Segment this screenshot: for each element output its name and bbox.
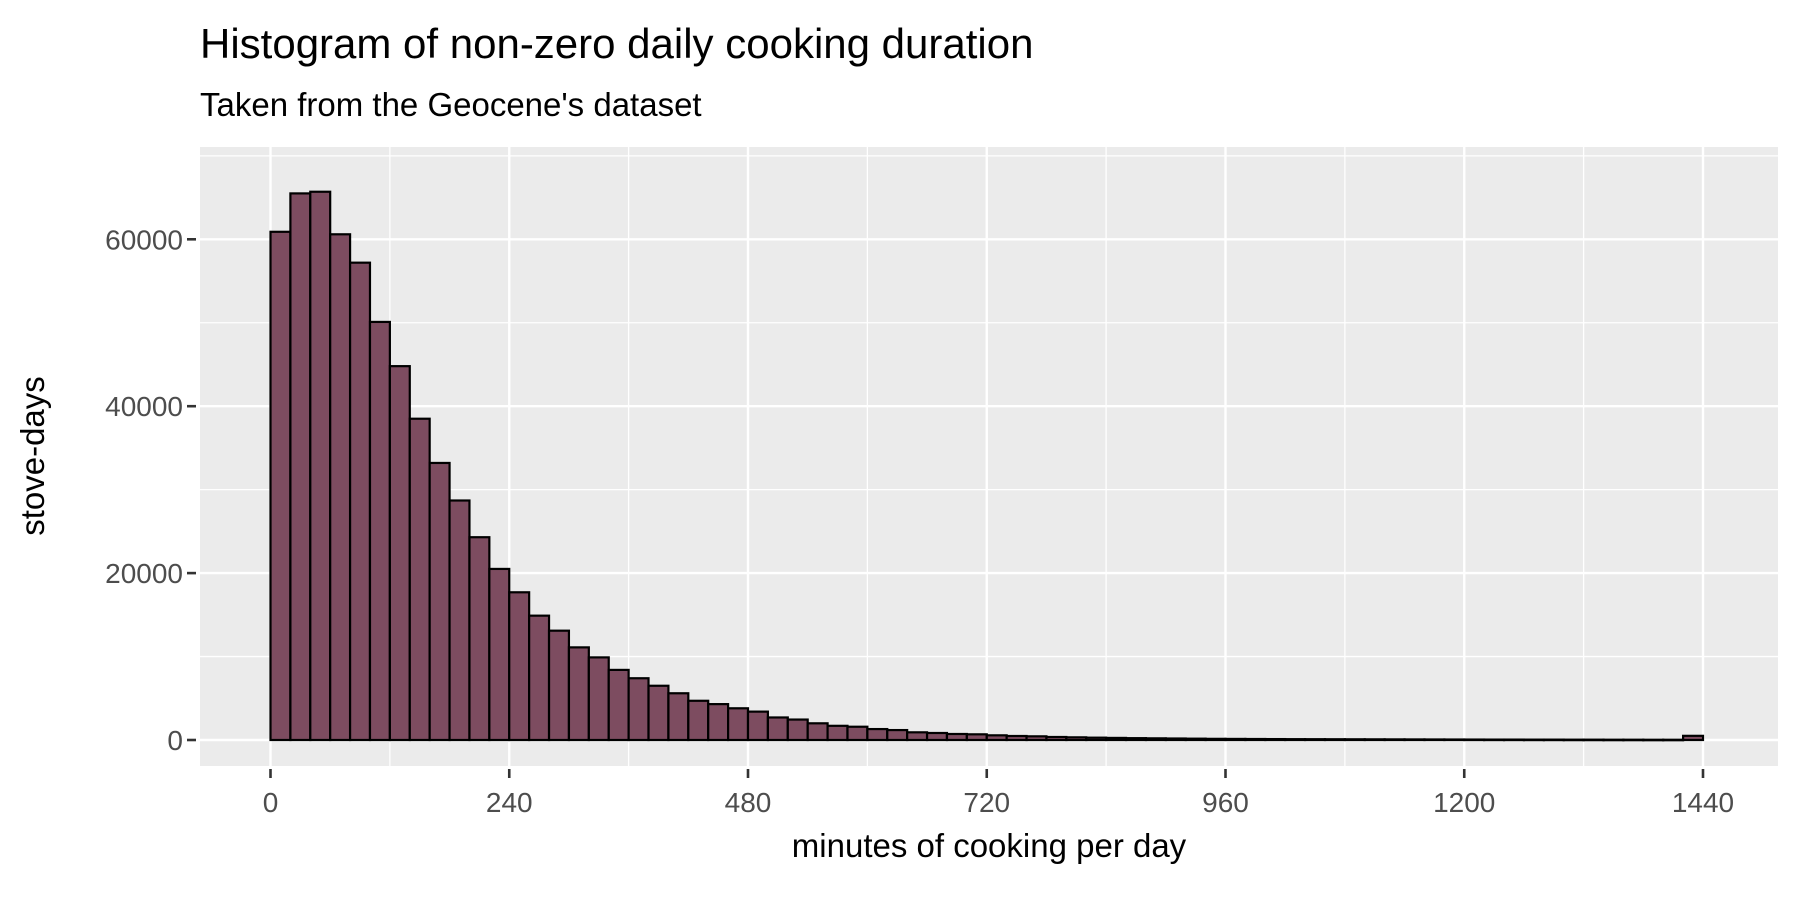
- histogram-bar: [1284, 738, 1307, 742]
- histogram-bar: [388, 365, 411, 742]
- histogram-bar: [1224, 737, 1247, 742]
- x-tick-label: 480: [725, 787, 772, 818]
- histogram-bar: [1622, 738, 1645, 742]
- histogram-bar: [408, 417, 431, 742]
- histogram-bar: [667, 692, 690, 742]
- x-tick-label: 0: [263, 787, 279, 818]
- chart-title: Histogram of non-zero daily cooking dura…: [200, 20, 1033, 67]
- histogram-bar: [547, 629, 571, 742]
- axis-tick-marks: [187, 238, 1705, 778]
- histogram-bar: [1343, 738, 1366, 742]
- histogram-bar: [508, 591, 531, 742]
- y-tick-label: 60000: [105, 224, 183, 255]
- histogram-bar: [289, 192, 312, 742]
- histogram-bar: [1522, 738, 1545, 742]
- histogram-bar: [647, 684, 670, 742]
- histogram-bar: [329, 233, 352, 742]
- histogram-bar: [766, 716, 789, 742]
- histogram-bar: [1025, 735, 1048, 742]
- x-tick-label: 960: [1202, 787, 1249, 818]
- histogram-bar: [448, 499, 471, 742]
- x-tick-label: 1200: [1433, 787, 1495, 818]
- histogram-bar: [488, 567, 511, 742]
- y-tick-labels: 0 20000 40000 60000: [105, 224, 183, 756]
- histogram-bar: [985, 734, 1008, 742]
- histogram-bar: [428, 461, 451, 742]
- histogram-bar: [866, 727, 889, 742]
- histogram-bar: [906, 731, 929, 742]
- histogram-bar: [1105, 736, 1128, 742]
- histogram-bar: [886, 728, 909, 742]
- x-tick-label: 240: [486, 787, 533, 818]
- histogram-bar: [1383, 738, 1406, 742]
- x-tick-label: 1440: [1672, 787, 1734, 818]
- histogram-bar: [528, 614, 551, 742]
- histogram-bar: [925, 731, 949, 742]
- histogram-bar: [627, 677, 650, 742]
- histogram-bar: [1204, 737, 1227, 742]
- histogram-bar: [746, 710, 769, 742]
- histogram-bar: [1542, 738, 1565, 742]
- histogram-bar: [846, 725, 869, 742]
- histogram-bars: [269, 190, 1705, 742]
- histogram-bar: [1085, 736, 1108, 742]
- histogram-bar: [1323, 738, 1346, 742]
- histogram-bar: [1502, 738, 1526, 742]
- y-tick-label: 0: [167, 725, 183, 756]
- histogram-bar: [1244, 737, 1267, 742]
- histogram-bar: [1363, 738, 1386, 742]
- histogram-bar: [587, 656, 610, 742]
- histogram-bar: [806, 722, 829, 742]
- histogram-bar: [727, 707, 750, 742]
- histogram-bar: [687, 699, 710, 742]
- histogram-bar: [368, 320, 391, 742]
- histogram-bar: [1144, 737, 1167, 742]
- histogram-bar: [1443, 738, 1466, 742]
- histogram-bar: [1642, 738, 1665, 742]
- histogram-bar: [1662, 738, 1685, 742]
- histogram-bar: [1602, 738, 1625, 742]
- x-axis-title: minutes of cooking per day: [792, 827, 1187, 864]
- y-tick-label: 20000: [105, 558, 183, 589]
- histogram-bar: [1423, 738, 1446, 742]
- histogram-bar: [269, 230, 292, 742]
- histogram-bar: [348, 261, 372, 742]
- histogram-bar: [1403, 738, 1426, 742]
- histogram-bar: [1682, 734, 1705, 742]
- histogram-bar: [567, 646, 590, 742]
- histogram-bar: [1045, 735, 1068, 742]
- histogram-bar: [786, 718, 809, 742]
- histogram-bar: [1582, 738, 1605, 742]
- y-axis-title: stove-days: [14, 376, 51, 536]
- histogram-bar: [1184, 737, 1207, 742]
- histogram-bar: [826, 724, 849, 742]
- histogram-bar: [1124, 737, 1148, 742]
- histogram-bar: [1005, 734, 1028, 742]
- y-tick-label: 40000: [105, 391, 183, 422]
- histogram-bar: [945, 732, 968, 742]
- histogram-bar: [1264, 737, 1287, 742]
- histogram-bar: [607, 668, 630, 742]
- histogram-bar: [965, 733, 988, 742]
- histogram-bar: [1562, 738, 1585, 742]
- histogram-bar: [1483, 738, 1506, 742]
- histogram-bar: [1065, 736, 1088, 742]
- histogram-bar: [309, 190, 332, 742]
- histogram-bar: [707, 703, 730, 742]
- x-tick-label: 720: [963, 787, 1010, 818]
- histogram-bar: [468, 536, 491, 742]
- histogram-bar: [1164, 737, 1187, 742]
- chart-subtitle: Taken from the Geocene's dataset: [200, 86, 702, 123]
- histogram-bar: [1303, 738, 1327, 742]
- x-tick-labels: 0 240 480 720 960 1200 1440: [263, 787, 1734, 818]
- histogram-bar: [1463, 738, 1486, 742]
